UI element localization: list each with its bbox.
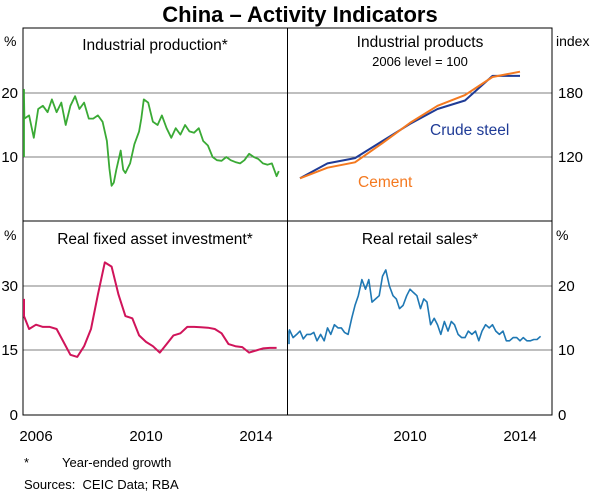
x-tick-2006: 2006	[19, 428, 52, 445]
footnote-sources: Sources: CEIC Data; RBA	[24, 477, 179, 492]
footnote-year-ended: Year-ended growth	[62, 455, 171, 470]
footnote-star: *	[24, 455, 29, 470]
tick-top-left-20: 20	[1, 85, 18, 102]
unit-bottom-right: %	[556, 227, 568, 243]
panel-title-industrial-production: Industrial production*	[82, 37, 228, 54]
tick-bottom-left-0: 0	[10, 407, 18, 424]
unit-top-left: %	[4, 33, 16, 49]
tick-bottom-left-30: 30	[1, 278, 18, 295]
x-tick-2014-left: 2014	[239, 428, 272, 445]
tick-top-right-180: 180	[558, 85, 583, 102]
label-cement: Cement	[358, 174, 413, 191]
series-line-cement	[299, 70, 521, 180]
x-tick-2010-right: 2010	[393, 428, 426, 445]
tick-top-right-120: 120	[558, 149, 583, 166]
unit-bottom-left: %	[4, 227, 16, 243]
panel-title-fixed-asset-investment: Real fixed asset investment*	[57, 231, 253, 248]
x-tick-2010-left: 2010	[129, 428, 162, 445]
chart-title: China – Activity Indicators	[162, 2, 437, 27]
x-tick-2014-right: 2014	[503, 428, 536, 445]
panel-subtitle-2006-level: 2006 level = 100	[372, 54, 468, 69]
tick-bottom-right-10: 10	[558, 342, 575, 359]
unit-top-right: index	[556, 33, 589, 49]
tick-bottom-right-20: 20	[558, 278, 575, 295]
series-line-industrial-production	[23, 88, 280, 187]
tick-top-left-10: 10	[1, 149, 18, 166]
tick-bottom-left-15: 15	[1, 342, 18, 359]
panel-title-retail-sales: Real retail sales*	[362, 231, 478, 248]
series-line-fixed-asset-investment	[23, 261, 277, 358]
series-line-retail-sales	[288, 269, 542, 345]
tick-bottom-right-0: 0	[558, 407, 566, 424]
label-crude-steel: Crude steel	[430, 122, 509, 139]
panel-title-industrial-products: Industrial products	[357, 34, 484, 51]
